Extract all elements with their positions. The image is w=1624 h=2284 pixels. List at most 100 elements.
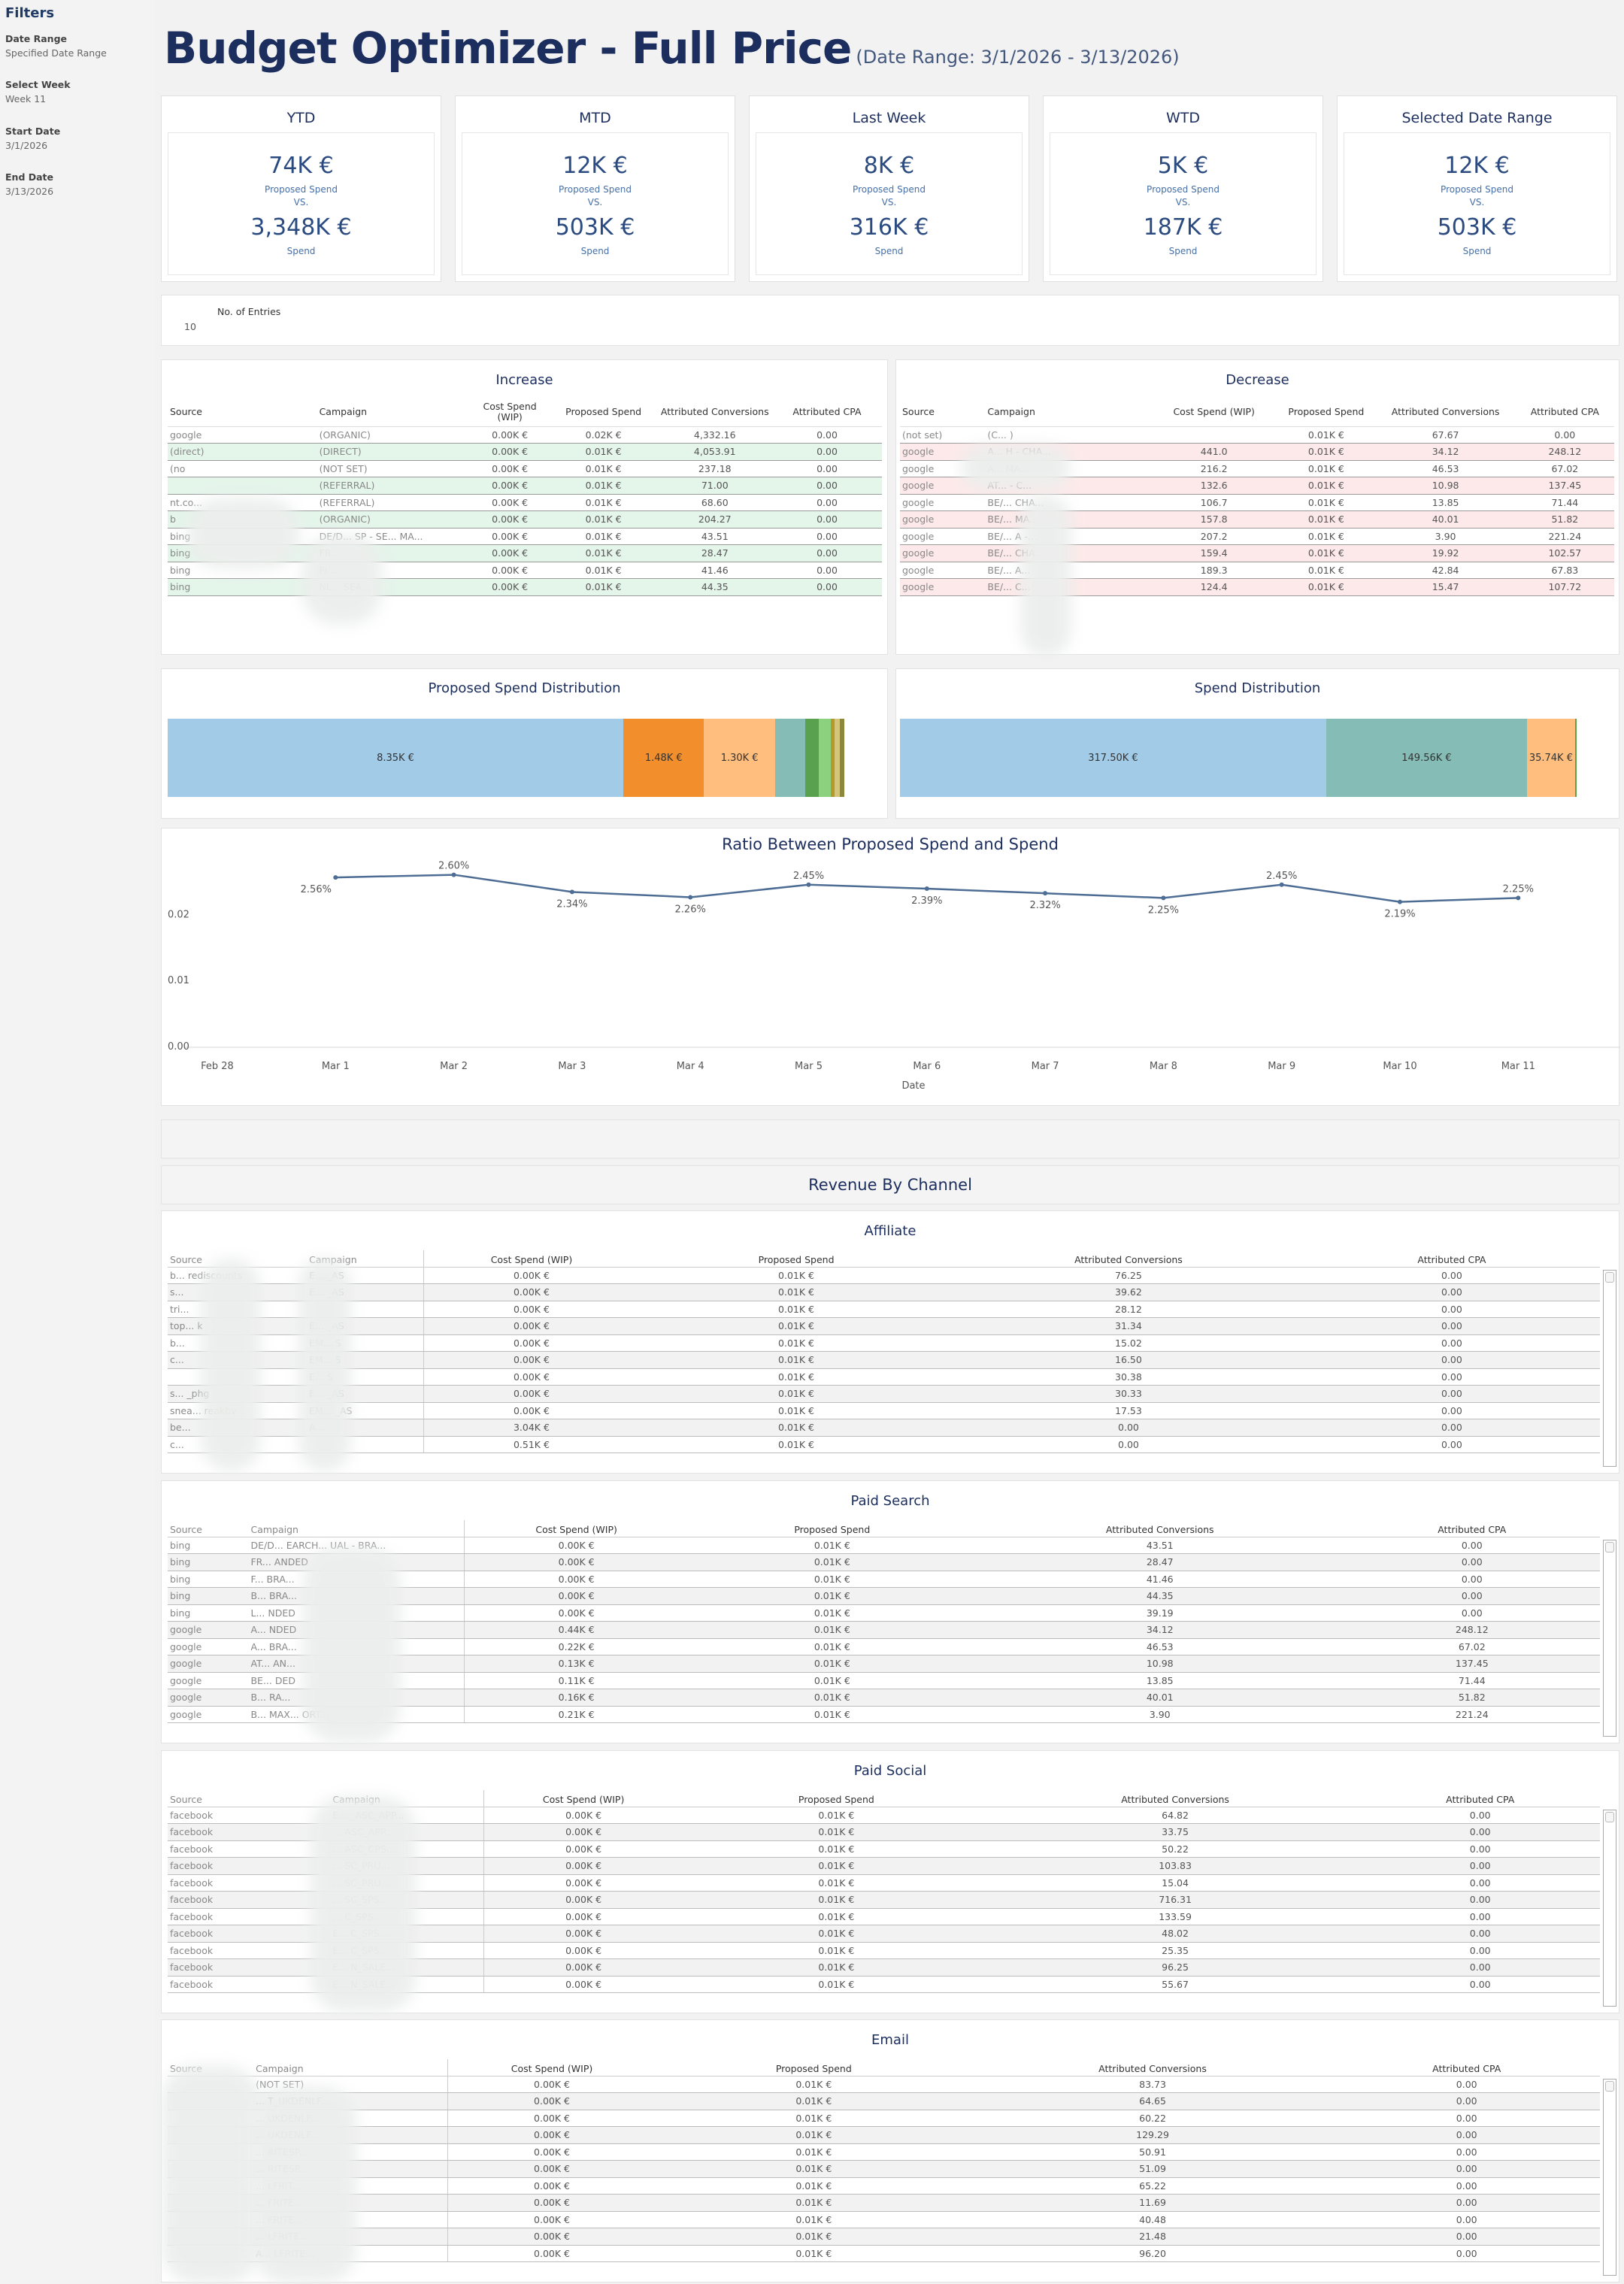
column-header[interactable]: Source [168, 1520, 249, 1537]
table-row[interactable]: tri... 0.00K €0.01K €28.12 0.00 [168, 1301, 1600, 1318]
ratio-point[interactable] [1043, 891, 1048, 896]
column-header[interactable]: Attributed CPA [1344, 1520, 1600, 1537]
table-scrollbar[interactable] [1603, 1540, 1616, 1737]
column-header[interactable]: Attributed Conversions [975, 1520, 1344, 1537]
column-header[interactable]: Cost Spend (WIP) [470, 398, 550, 427]
column-header[interactable]: Cost Spend (WIP) [1151, 398, 1277, 427]
table-row[interactable]: google BE/... C... 124.4 0.01K €15.47 107.72 [900, 578, 1614, 596]
distribution-segment[interactable] [834, 719, 841, 797]
column-header[interactable]: Cost Spend (WIP) [447, 2059, 656, 2077]
filter-end-date-value[interactable]: 3/13/2026 [5, 186, 54, 197]
entries-value[interactable]: 10 [184, 321, 196, 332]
table-row[interactable]: ... RITESP...0.00K €0.01K €50.910.00 [168, 2143, 1600, 2161]
column-header[interactable]: Attributed Conversions [989, 1790, 1361, 1807]
column-header[interactable]: Campaign [253, 2059, 449, 2077]
distribution-segment[interactable] [818, 719, 831, 797]
distribution-segment[interactable]: 1.48K € [623, 719, 704, 797]
distribution-segment[interactable] [1574, 719, 1577, 797]
ratio-point[interactable] [688, 895, 693, 900]
column-header[interactable]: Attributed Conversions [971, 2059, 1334, 2077]
distribution-segment[interactable]: 1.30K € [704, 719, 775, 797]
scrollbar-thumb[interactable] [1605, 1272, 1614, 1283]
column-header[interactable]: Cost Spend (WIP) [483, 1790, 683, 1807]
table-row[interactable]: bing DE/D... EARCH... UAL - BRA... 0.00K €… [168, 1537, 1600, 1554]
table-scrollbar[interactable] [1603, 2079, 1616, 2276]
column-header[interactable]: Campaign [248, 1520, 465, 1537]
table-row[interactable]: s... _phgE... _AS0.00K €0.01K €30.330.00 [168, 1385, 1600, 1403]
distribution-segment[interactable] [804, 719, 819, 797]
table-row[interactable]: (REFERRAL) 0.00K €0.01K €71.00 0.00 [168, 477, 882, 495]
table-row[interactable]: (direct) (DIRECT) 0.00K €0.01K €4,053.91 0.… [168, 443, 882, 461]
table-row[interactable]: nt.co... (REFERRAL) 0.00K €0.01K €68.60 0.0… [168, 494, 882, 511]
table-row[interactable]: ... FRITE...0.00K €0.01K €40.480.00 [168, 2211, 1600, 2228]
column-header[interactable]: Proposed Spend [656, 2059, 972, 2077]
column-header[interactable]: Proposed Spend [683, 1790, 990, 1807]
table-row[interactable]: ... RITESP...0.00K €0.01K €51.090.00 [168, 2160, 1600, 2178]
column-header[interactable]: Proposed Spend [1277, 398, 1376, 427]
column-header[interactable]: Attributed Conversions [657, 398, 772, 427]
ratio-point[interactable] [333, 875, 338, 880]
table-scrollbar[interactable] [1603, 1810, 1616, 2007]
table-row[interactable]: be...A...3.04K €0.01K €0.000.00 [168, 1419, 1600, 1437]
table-row[interactable]: google (ORGANIC) 0.00K €0.02K €4,332.16 0.0… [168, 426, 882, 444]
table-row[interactable]: b... rediscountsE... _AS0.00K €0.01K €76… [168, 1267, 1600, 1284]
scrollbar-thumb[interactable] [1605, 1812, 1614, 1822]
column-header[interactable]: Attributed CPA [1333, 2059, 1600, 2077]
table-row[interactable]: A... LFRITE...0.00K €0.01K €96.200.00 [168, 2245, 1600, 2262]
scrollbar-thumb[interactable] [1605, 2081, 1614, 2092]
table-row[interactable]: (no (NOT SET) 0.00K €0.01K €237.18 0.00 [168, 460, 882, 477]
ratio-point[interactable] [924, 886, 929, 892]
table-row[interactable]: c...EM... S0.00K €0.01K €16.500.00 [168, 1351, 1600, 1369]
table-row[interactable]: google A... NDED 0.44K €0.01K €34.12 248.12 [168, 1621, 1600, 1639]
table-row[interactable]: (not set) (C... ) 0.01K €67.67 0.00 [900, 426, 1614, 444]
table-row[interactable]: ... FRITE...0.00K €0.01K €11.690.00 [168, 2194, 1600, 2212]
ratio-point[interactable] [806, 882, 811, 887]
table-row[interactable]: facebook... ASC_APP...0.00K €0.01K €33.7… [168, 1823, 1600, 1841]
table-row[interactable]: c... 0.51K €0.01K €0.00 0.00 [168, 1436, 1600, 1453]
ratio-point[interactable] [1161, 895, 1166, 901]
distribution-segment[interactable]: 317.50K € [900, 719, 1326, 797]
ratio-point[interactable] [451, 872, 456, 877]
column-header[interactable]: Cost Spend (WIP) [423, 1250, 640, 1268]
column-header[interactable]: Campaign [985, 398, 1152, 427]
table-row[interactable]: s...E... _AS0.00K €0.01K €39.620.00 [168, 1283, 1600, 1301]
distribution-segment[interactable] [840, 719, 844, 797]
column-header[interactable]: Campaign [317, 398, 471, 427]
table-row[interactable]: bingNL... SEA...0.00K €0.01K €44.350.00 [168, 578, 882, 596]
table-row[interactable]: ... LFRITE...0.00K €0.01K €21.480.00 [168, 2228, 1600, 2246]
ratio-point[interactable] [569, 889, 574, 895]
column-header[interactable]: Source [168, 398, 317, 427]
table-scrollbar[interactable] [1603, 1270, 1616, 1467]
scrollbar-thumb[interactable] [1605, 1542, 1614, 1552]
distribution-segment[interactable] [830, 719, 835, 797]
filter-date-range-value[interactable]: Specified Date Range [5, 47, 107, 59]
column-header[interactable]: Attributed CPA [771, 398, 882, 427]
table-row[interactable]: google BE/... A... 189.3 0.01K €42.84 67.83 [900, 562, 1614, 579]
column-header[interactable]: Proposed Spend [688, 1520, 976, 1537]
column-header[interactable]: Cost Spend (WIP) [464, 1520, 689, 1537]
column-header[interactable]: Source [168, 1790, 331, 1807]
table-row[interactable]: bing F... BRA... 0.00K €0.01K €41.46 0.00 [168, 1571, 1600, 1588]
ratio-point[interactable] [1516, 895, 1521, 901]
ratio-point[interactable] [1398, 899, 1402, 904]
ratio-point[interactable] [1279, 882, 1284, 887]
table-row[interactable]: b...EM... S0.00K €0.01K €15.020.00 [168, 1334, 1600, 1352]
filter-select-week-value[interactable]: Week 11 [5, 93, 47, 105]
column-header[interactable]: Attributed Conversions [953, 1250, 1304, 1268]
table-row[interactable]: top... kE... _AS0.00K €0.01K €31.340.00 [168, 1317, 1600, 1335]
column-header[interactable]: Attributed CPA [1515, 398, 1614, 427]
distribution-segment[interactable]: 35.74K € [1527, 719, 1575, 797]
filter-start-date-value[interactable]: 3/1/2026 [5, 140, 48, 151]
table-row[interactable]: facebookE... N_SALE...0.00K €0.01K €96.2… [168, 1958, 1600, 1977]
distribution-segment[interactable]: 149.56K € [1326, 719, 1528, 797]
column-header[interactable]: Attributed CPA [1360, 1790, 1600, 1807]
distribution-segment[interactable] [774, 719, 805, 797]
table-row[interactable]: E... S0.00K €0.01K €30.380.00 [168, 1368, 1600, 1386]
table-row[interactable]: google BE/... MA... 157.8 0.01K €40.01 51.82 [900, 510, 1614, 529]
table-row[interactable]: facebook... SC_PRU...0.00K €0.01K €15.04… [168, 1874, 1600, 1892]
table-row[interactable]: google B... RA... 0.16K €0.01K €40.01 51.82 [168, 1689, 1600, 1707]
table-row[interactable]: google BE/... CHA... 159.4 0.01K €19.92 102.… [900, 544, 1614, 562]
table-row[interactable]: ... UKDENLF...0.00K €0.01K €129.290.00 [168, 2126, 1600, 2144]
table-row[interactable]: (NOT SET) 0.00K €0.01K €83.73 0.00 [168, 2076, 1600, 2093]
